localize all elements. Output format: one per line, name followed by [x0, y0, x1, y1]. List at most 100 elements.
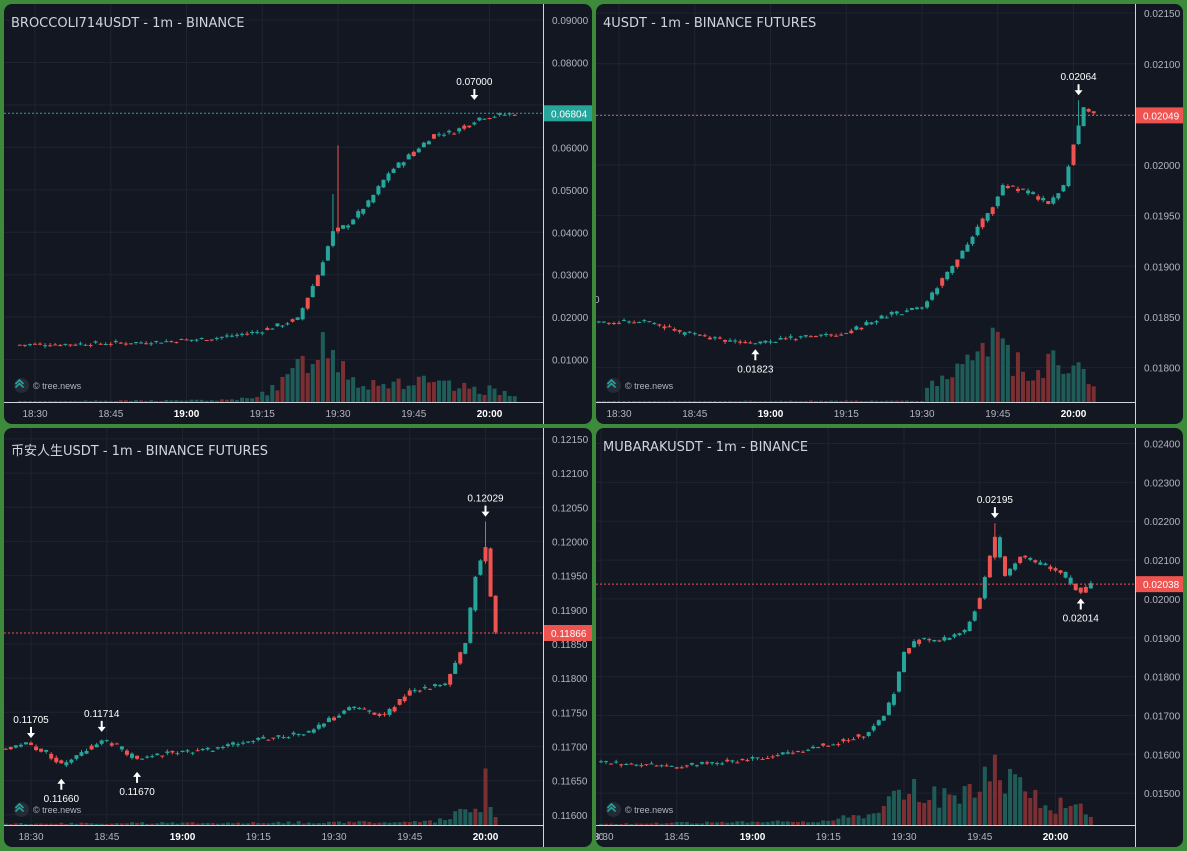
- candle-body: [702, 335, 707, 337]
- volume-bar: [886, 796, 891, 825]
- candle-body: [492, 116, 497, 118]
- volume-bar: [431, 381, 436, 402]
- candle-body: [886, 702, 891, 715]
- chart-svg[interactable]: 0.02049 0.02150 0.02100 0.02000 0.01950 0.019…: [596, 4, 1183, 424]
- x-tick-label: 19:45: [397, 832, 422, 843]
- volume-bar: [733, 401, 738, 402]
- candle-body: [723, 339, 728, 342]
- candle-body: [854, 326, 859, 330]
- volume-bar: [1048, 810, 1053, 825]
- candle-body: [821, 743, 826, 746]
- volume-bar: [387, 822, 392, 825]
- volume-bar: [386, 388, 391, 402]
- volume-bar: [457, 388, 462, 402]
- candle-body: [743, 342, 748, 344]
- candle-body: [768, 341, 773, 343]
- chart-panel-broccoli714usdt[interactable]: 0.06804 0.09000 0.08000 0.06000 0.05000 0.040…: [4, 4, 592, 424]
- volume-bar: [215, 823, 220, 825]
- y-tick-label: 0.01950: [1144, 212, 1181, 223]
- candle-body: [619, 764, 624, 766]
- candle-body: [58, 345, 63, 347]
- arrow-down-icon: [481, 505, 490, 517]
- candle-body: [225, 744, 230, 747]
- y-tick-label: 0.01900: [1144, 634, 1181, 645]
- candle-body: [397, 699, 402, 705]
- volume-bar: [1028, 797, 1033, 825]
- candle-body: [160, 755, 165, 757]
- volume-bar: [718, 401, 722, 402]
- volume-bar: [174, 400, 179, 402]
- volume-bar: [488, 806, 493, 825]
- chart-panel-binance-life-usdt[interactable]: 0.11866 0.12150 0.12100 0.12050 0.12000 0.119…: [4, 428, 592, 847]
- volume-bar: [315, 359, 320, 402]
- y-tick-label: 0.02000: [1144, 595, 1181, 606]
- chart-svg[interactable]: 0.11866 0.12150 0.12100 0.12050 0.12000 0.119…: [4, 428, 592, 847]
- candle-body: [798, 336, 803, 338]
- candle-body: [1076, 125, 1081, 145]
- candle-body: [412, 690, 417, 692]
- volume-series: [596, 327, 1096, 402]
- chart-svg[interactable]: 0.02038 0.02400 0.02300 0.02200 0.02100 0.020…: [596, 428, 1183, 847]
- volume-bar: [347, 821, 352, 825]
- volume-bar: [452, 390, 457, 402]
- candle-body: [1073, 583, 1078, 591]
- volume-bar: [982, 766, 987, 825]
- candle-body: [960, 250, 965, 259]
- candle-body: [18, 744, 23, 747]
- y-tick-label: 0.01600: [1144, 750, 1181, 761]
- candle-body: [271, 737, 276, 739]
- candle-body: [150, 756, 155, 758]
- volume-series: [17, 332, 517, 402]
- chart-panel-mubarakusdt[interactable]: 0.02038 0.02400 0.02300 0.02200 0.02100 0.020…: [596, 428, 1183, 847]
- y-tick-label: 0.02000: [1144, 161, 1181, 172]
- volume-bar: [311, 823, 316, 825]
- candle-body: [866, 732, 871, 736]
- candle-body: [210, 750, 215, 752]
- x-tick-label: 18:45: [664, 832, 689, 843]
- candle-body: [240, 333, 245, 335]
- volume-bar: [224, 399, 229, 402]
- volume-bar: [352, 822, 357, 825]
- volume-bar: [286, 821, 291, 825]
- volume-bar: [301, 823, 306, 825]
- volume-bar: [321, 823, 326, 825]
- volume-bar: [627, 401, 632, 402]
- volume-bar: [997, 780, 1002, 825]
- candle-body: [1041, 197, 1046, 201]
- candle-body: [4, 748, 8, 750]
- y-tick-label: 0.02300: [1144, 478, 1181, 489]
- volume-bar: [1068, 805, 1073, 825]
- last-price-tag: [544, 624, 592, 641]
- candle-body: [844, 333, 849, 335]
- price-annotation: 0.11670: [119, 771, 155, 798]
- candle-body: [940, 278, 945, 286]
- volume-bar: [629, 823, 634, 825]
- candle-body: [93, 341, 98, 343]
- chart-panel-4usdt[interactable]: 0.02049 0.02150 0.02100 0.02000 0.01950 0.019…: [596, 4, 1183, 424]
- candle-body: [644, 764, 649, 766]
- volume-bar: [697, 401, 702, 402]
- volume-bar: [512, 396, 517, 402]
- volume-bar: [443, 820, 448, 825]
- volume-bar: [806, 822, 811, 825]
- volume-bar: [674, 822, 679, 825]
- candle-body: [1051, 197, 1056, 204]
- candle-body: [811, 746, 816, 749]
- volume-bar: [1046, 353, 1051, 402]
- last-price-label: 0.06804: [551, 109, 588, 120]
- chart-svg[interactable]: 0.06804 0.09000 0.08000 0.06000 0.05000 0.040…: [4, 4, 592, 424]
- volume-bar: [290, 368, 295, 402]
- candle-body: [945, 271, 950, 280]
- volume-bar: [1023, 791, 1028, 825]
- candle-body: [487, 118, 492, 120]
- volume-bar: [175, 823, 180, 825]
- volume-bar: [740, 821, 745, 825]
- y-tick-label: 0.11600: [552, 811, 588, 822]
- candle-body: [957, 633, 962, 636]
- volume-bar: [497, 395, 502, 402]
- volume-bar: [725, 822, 730, 825]
- x-tick-label: 18:45: [98, 409, 123, 420]
- candle-body: [1046, 201, 1051, 204]
- volume-bar: [13, 823, 18, 825]
- candle-body: [417, 690, 422, 692]
